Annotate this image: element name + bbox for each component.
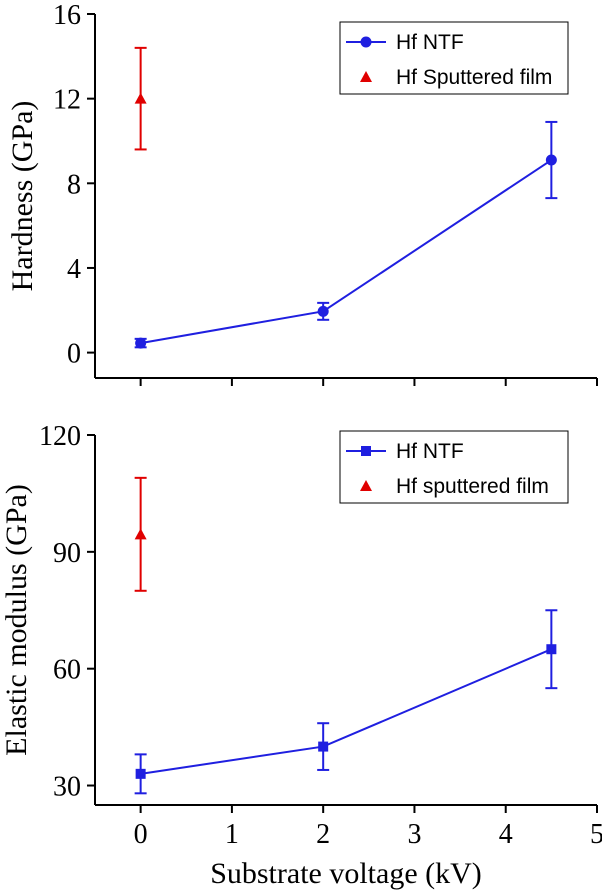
y-tick-label: 60 (53, 655, 81, 686)
data-point (318, 741, 329, 752)
y-tick-label: 90 (53, 538, 81, 569)
data-point (546, 644, 557, 655)
legend-marker (360, 36, 372, 48)
legend-label: Hf sputtered film (396, 475, 549, 498)
legend-marker (360, 71, 372, 82)
data-point (545, 154, 557, 166)
legend-label: Hf Sputtered film (396, 66, 552, 89)
data-point (134, 528, 147, 540)
x-tick-label: 0 (134, 819, 148, 850)
legend-marker (361, 446, 371, 456)
x-tick-label: 4 (499, 819, 513, 850)
x-tick-label: 1 (225, 819, 239, 850)
series-line (140, 159, 552, 345)
y-tick-label: 0 (67, 339, 81, 370)
data-point (317, 305, 329, 317)
x-tick-label: 3 (407, 819, 421, 850)
y-axis-title: Elastic modulus (GPa) (0, 484, 33, 756)
y-tick-label: 12 (53, 85, 81, 116)
y-tick-label: 8 (67, 169, 81, 200)
legend-marker (360, 480, 372, 491)
y-tick-label: 4 (67, 254, 81, 285)
y-tick-label: 120 (39, 421, 81, 452)
legend-box (339, 430, 569, 504)
hardness-panel: 0 4 8 12 16 Hardness (GPa) Hf NTF Hf Sputtered … (6, 0, 598, 386)
legend-label: Hf NTF (396, 440, 464, 463)
legend-label: Hf NTF (396, 31, 464, 54)
data-point (135, 337, 147, 349)
data-point (135, 768, 146, 779)
data-point (134, 92, 147, 104)
series-line (140, 648, 552, 775)
x-tick-label: 5 (590, 819, 602, 850)
elastic-modulus-panel: 30 60 90 120 0 1 2 3 4 5 Elastic modulus (GPa) Subs… (0, 421, 602, 890)
y-axis-title: Hardness (GPa) (6, 101, 39, 292)
x-tick-label: 2 (316, 819, 330, 850)
y-tick-label: 16 (53, 0, 81, 31)
y-tick-label: 30 (53, 772, 81, 803)
legend-box (339, 21, 569, 95)
x-axis-title: Substrate voltage (kV) (210, 857, 482, 890)
